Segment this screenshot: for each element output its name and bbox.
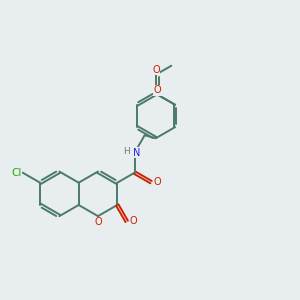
Text: O: O — [152, 64, 160, 75]
Text: O: O — [153, 85, 161, 95]
Text: O: O — [94, 217, 102, 227]
Text: O: O — [153, 177, 161, 187]
Text: Cl: Cl — [11, 168, 21, 178]
Text: N: N — [133, 148, 141, 158]
Text: H: H — [123, 147, 130, 156]
Text: O: O — [130, 216, 137, 226]
